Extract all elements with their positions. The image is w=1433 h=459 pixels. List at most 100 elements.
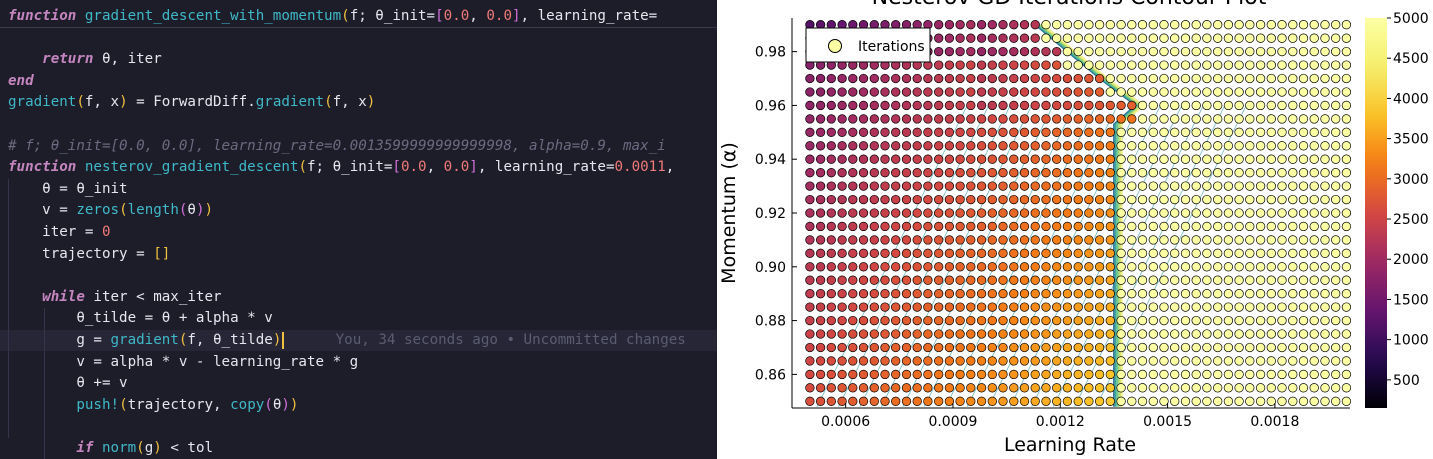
- data-point: [880, 275, 890, 285]
- data-point: [1309, 46, 1319, 57]
- data-point: [1116, 127, 1126, 137]
- code-line[interactable]: function gradient_descent_with_momentum(…: [0, 6, 717, 28]
- code-line[interactable]: θ = θ_init: [0, 179, 717, 200]
- code-editor[interactable]: function gradient_descent_with_momentum(…: [0, 0, 717, 459]
- data-point: [1116, 329, 1126, 339]
- data-point: [1137, 114, 1148, 124]
- data-point: [1245, 87, 1255, 97]
- code-line[interactable]: while iter < max_iter: [0, 287, 717, 308]
- data-point: [880, 141, 890, 151]
- code-token: (: [76, 94, 85, 111]
- code-line[interactable]: θ_tilde = θ + alpha * v: [0, 308, 717, 329]
- code-line[interactable]: [0, 28, 717, 49]
- code-token: []: [153, 245, 171, 262]
- code-line[interactable]: gradient(f, x) = ForwardDiff.gradient(f,…: [0, 92, 717, 113]
- code-line[interactable]: θ += v: [0, 373, 717, 394]
- data-point: [1137, 141, 1148, 151]
- data-point: [1191, 369, 1201, 380]
- data-point: [1041, 114, 1051, 124]
- data-point: [1073, 289, 1083, 299]
- data-point: [934, 248, 944, 258]
- data-point: [1159, 46, 1169, 57]
- code-line[interactable]: [0, 416, 717, 437]
- data-point: [1245, 168, 1255, 178]
- data-point: [923, 356, 933, 366]
- data-point: [966, 141, 976, 151]
- data-point: [837, 235, 847, 245]
- data-point: [1052, 329, 1062, 339]
- data-point: [1266, 127, 1276, 137]
- data-point: [1084, 181, 1094, 191]
- data-point: [815, 141, 826, 151]
- data-point: [1009, 221, 1019, 232]
- code-line[interactable]: g = gradient(f, θ_tilde) You, 34 seconds…: [0, 330, 717, 351]
- data-point: [987, 383, 997, 393]
- data-point: [1245, 248, 1255, 258]
- data-point: [1041, 275, 1051, 285]
- data-point: [1245, 181, 1255, 191]
- y-tick-label: 0.86: [755, 367, 786, 383]
- code-line[interactable]: return θ, iter: [0, 49, 717, 70]
- data-point: [1062, 248, 1073, 258]
- data-point: [1148, 396, 1158, 406]
- data-point: [1223, 20, 1234, 30]
- data-point: [869, 181, 879, 191]
- data-point: [1009, 33, 1019, 43]
- code-line[interactable]: trajectory = []: [0, 244, 717, 265]
- data-point: [1341, 302, 1352, 312]
- data-point: [1288, 342, 1298, 353]
- data-point: [1116, 20, 1126, 30]
- data-point: [891, 396, 901, 406]
- data-point: [1105, 181, 1115, 191]
- data-point: [955, 342, 965, 353]
- data-point: [891, 141, 901, 151]
- data-point: [1084, 100, 1094, 111]
- data-point: [1062, 383, 1073, 393]
- data-point: [826, 262, 836, 272]
- code-line[interactable]: v = zeros(length(θ)): [0, 200, 717, 221]
- data-point: [987, 369, 997, 380]
- data-point: [1202, 208, 1212, 218]
- data-point: [923, 208, 933, 218]
- data-point: [1255, 248, 1266, 258]
- data-point: [1213, 168, 1223, 178]
- data-point: [1062, 194, 1073, 205]
- data-point: [998, 235, 1008, 245]
- data-point: [1191, 342, 1201, 353]
- code-line[interactable]: iter = 0: [0, 222, 717, 243]
- data-point: [1277, 208, 1287, 218]
- data-point: [966, 194, 976, 205]
- data-point: [858, 181, 869, 191]
- data-point: [1309, 20, 1319, 30]
- data-point: [1159, 33, 1169, 43]
- data-point: [998, 100, 1008, 111]
- data-point: [1127, 73, 1137, 84]
- data-point: [848, 168, 858, 178]
- code-line[interactable]: # f; θ_init=[0.0, 0.0], learning_rate=0.…: [0, 136, 717, 157]
- data-point: [1116, 181, 1126, 191]
- data-point: [923, 262, 933, 272]
- data-point: [880, 114, 890, 124]
- data-point: [1245, 369, 1255, 380]
- data-point: [1094, 114, 1105, 124]
- data-point: [1073, 154, 1083, 164]
- code-token: ): [366, 94, 376, 111]
- data-point: [1213, 100, 1223, 111]
- code-line[interactable]: [0, 265, 717, 286]
- code-token: [8, 440, 76, 456]
- data-point: [1277, 396, 1287, 406]
- code-line[interactable]: end: [0, 71, 717, 92]
- data-point: [1320, 396, 1330, 406]
- data-point: [976, 100, 987, 111]
- data-point: [1041, 154, 1051, 164]
- code-line[interactable]: if norm(g) < tol: [0, 438, 717, 459]
- data-point: [1170, 262, 1180, 272]
- data-point: [1180, 73, 1191, 84]
- code-line[interactable]: function nesterov_gradient_descent(f; θ_…: [0, 157, 717, 178]
- data-point: [1019, 181, 1030, 191]
- code-line[interactable]: [0, 114, 717, 135]
- indent-guide: [8, 178, 9, 438]
- code-line[interactable]: v = alpha * v - learning_rate * g: [0, 352, 717, 373]
- data-point: [880, 221, 890, 232]
- code-line[interactable]: push!(trajectory, copy(θ)): [0, 395, 717, 416]
